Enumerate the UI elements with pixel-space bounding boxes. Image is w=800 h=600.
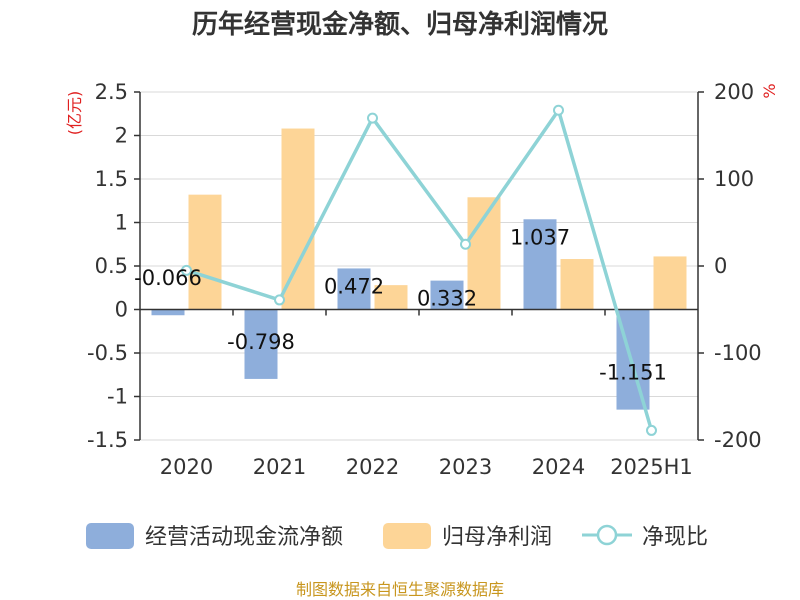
y-right-tick-label: 200: [714, 80, 754, 104]
bar-cashflow: [430, 280, 464, 310]
bar-net-profit: [560, 259, 594, 310]
ratio-point: [553, 104, 564, 116]
ratio-point: [646, 424, 657, 436]
y-left-tick-label: 0: [115, 298, 128, 322]
y-left-tick-label: -1.5: [87, 428, 128, 452]
y-left-tick-label: 2.5: [95, 80, 128, 104]
bar-net-profit: [188, 194, 222, 310]
cashflow-data-label: -1.151: [599, 361, 667, 385]
bar-cashflow: [523, 219, 557, 310]
x-tick-label: 2022: [346, 455, 399, 479]
y-right-tick-label: -200: [714, 428, 762, 452]
bar-cashflow: [151, 309, 185, 316]
ratio-line-path: [185, 108, 654, 431]
y-right-tick-label: 0: [714, 254, 727, 278]
cashflow-data-label: 0.332: [417, 287, 477, 311]
cashflow-data-label: -0.798: [227, 330, 295, 354]
ratio-point: [274, 294, 285, 306]
cashflow-data-label: 1.037: [510, 225, 570, 249]
tick-labels: 2.5 2 1.5 1 0.5 0 -0.5 -1 -1.5 200 100 0 -100 -200 202…: [87, 80, 762, 479]
right-axis-unit: %: [760, 83, 779, 98]
ratio-point: [460, 238, 471, 250]
legend-label-cashflow: 经营活动现金流净额: [145, 525, 343, 550]
y-left-tick-label: 1: [115, 211, 128, 235]
bar-cashflow: [337, 268, 371, 310]
chart-title: 历年经营现金净额、归母净利润情况: [192, 9, 608, 40]
legend-swatch-profit: [383, 523, 431, 549]
y-left-tick-label: 2: [115, 124, 128, 148]
ratio-point: [367, 112, 378, 124]
legend-swatch-ratio-marker: [596, 524, 618, 546]
legend: 经营活动现金流净额 归母净利润 净现比: [86, 523, 708, 550]
x-tick-label: 2024: [532, 455, 585, 479]
legend-swatch-cashflow: [86, 523, 134, 549]
bar-net-profit: [653, 256, 687, 310]
bar-cashflow: [244, 309, 278, 379]
gridlines: [140, 91, 698, 441]
legend-label-ratio: 净现比: [642, 525, 708, 550]
y-left-tick-label: -1: [107, 385, 128, 409]
y-left-tick-label: 0.5: [95, 254, 128, 278]
x-tick-label: 2021: [253, 455, 306, 479]
source-note: 制图数据来自恒生聚源数据库: [296, 580, 504, 599]
y-left-tick-label: 1.5: [95, 167, 128, 191]
data-labels: -0.066 -0.798 0.472 0.332 1.037 -1.151: [134, 225, 667, 384]
x-tick-label: 2025H1: [610, 455, 693, 479]
bar-net-profit: [374, 285, 408, 310]
ratio-line: [181, 104, 657, 436]
y-right-tick-label: 100: [714, 167, 754, 191]
bar-net-profit: [281, 128, 315, 310]
bar-marks: [151, 128, 687, 410]
ratio-point: [181, 264, 192, 276]
x-tick-label: 2020: [160, 455, 213, 479]
cashflow-data-label: 0.472: [324, 274, 384, 298]
y-left-tick-label: -0.5: [87, 341, 128, 365]
axes: [134, 91, 704, 441]
legend-label-profit: 归母净利润: [442, 525, 552, 550]
y-right-tick-label: -100: [714, 341, 762, 365]
x-tick-label: 2023: [439, 455, 492, 479]
left-axis-unit: (亿元): [65, 91, 84, 136]
cashflow-data-label: -0.066: [134, 266, 202, 290]
